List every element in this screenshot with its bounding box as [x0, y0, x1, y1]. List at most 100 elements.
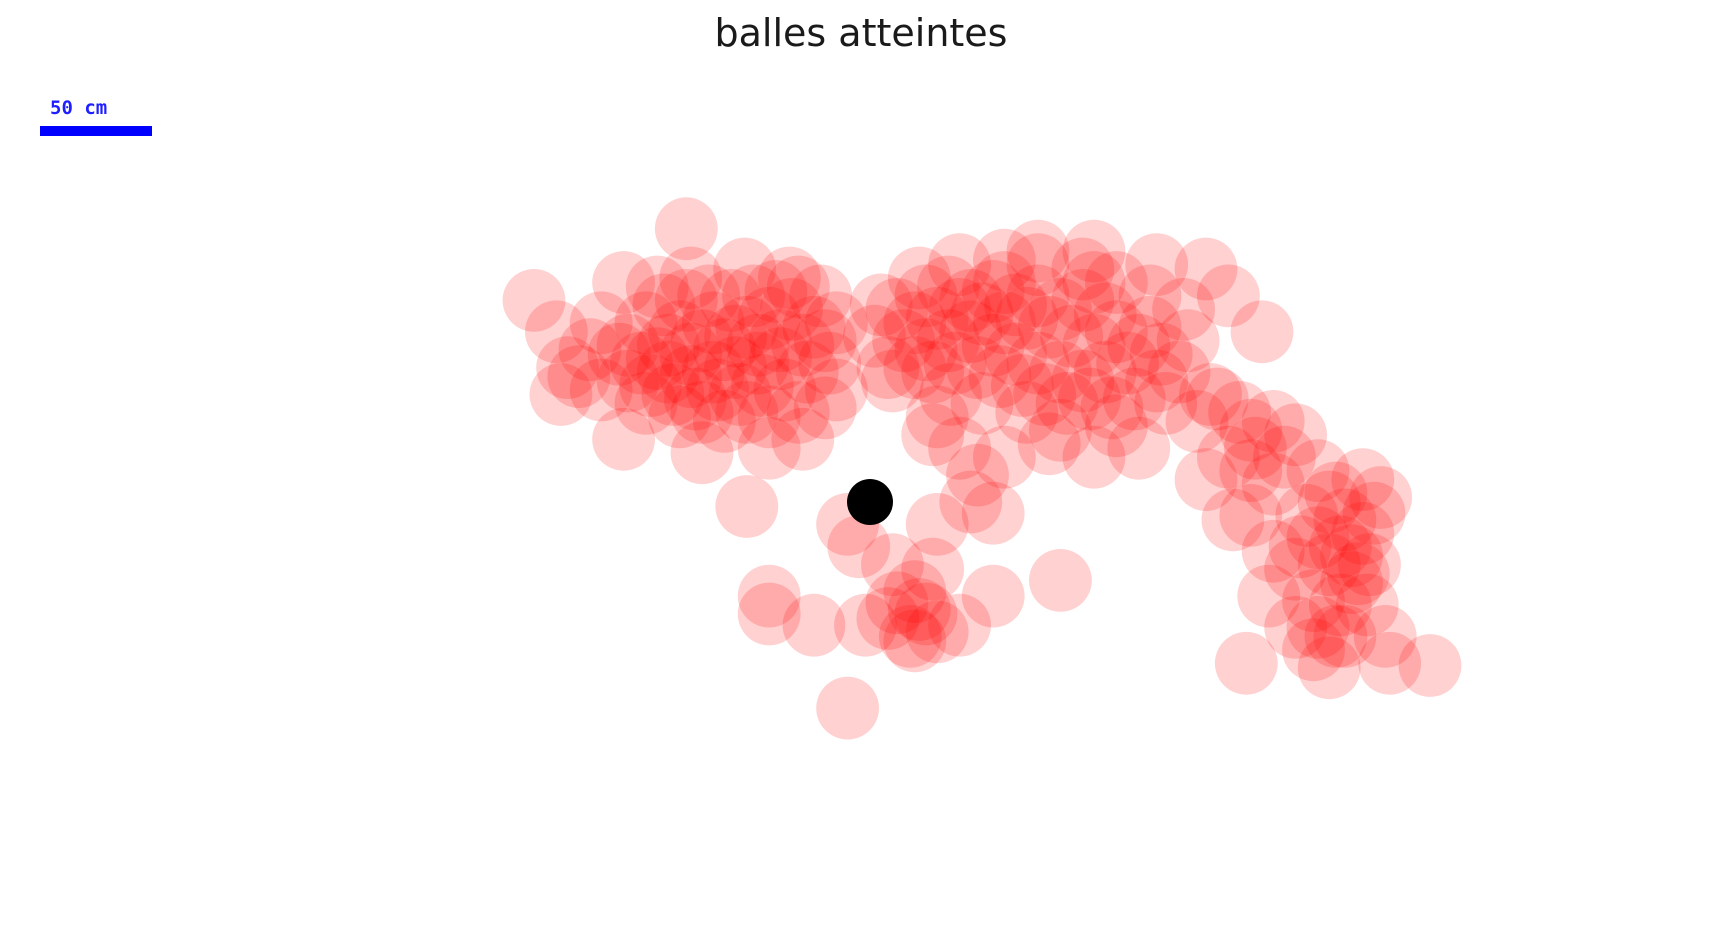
ball-point-0-33	[614, 291, 678, 355]
target-layer	[847, 479, 893, 525]
ball-point-0-200	[782, 593, 846, 657]
ball-point-0-97	[984, 322, 1047, 386]
ball-point-0-12	[625, 327, 689, 390]
ball-point-0-122	[1147, 340, 1211, 404]
ball-point-0-99	[1029, 340, 1092, 404]
ball-point-0-172	[1320, 524, 1383, 588]
ball-point-0-65	[758, 246, 821, 310]
ball-point-0-16	[704, 336, 767, 399]
ball-point-0-77	[1006, 264, 1070, 328]
ball-point-0-162	[1241, 452, 1305, 516]
ball-point-0-114	[946, 336, 1009, 399]
ball-point-0-161	[1219, 439, 1283, 502]
ball-point-0-81	[1085, 300, 1148, 364]
ball-point-0-188	[1219, 484, 1283, 547]
ball-point-0-136	[950, 372, 1014, 435]
ball-point-0-23	[775, 340, 839, 404]
ball-point-0-130	[928, 233, 991, 296]
ball-point-0-178	[1342, 481, 1406, 545]
ball-point-0-71	[529, 363, 593, 426]
ball-point-0-128	[1006, 233, 1070, 296]
ball-point-0-93	[894, 318, 958, 382]
ball-point-0-47	[715, 381, 779, 444]
ball-point-0-121	[1134, 372, 1198, 435]
ball-point-0-94	[917, 309, 980, 373]
ball-point-0-15	[681, 340, 745, 404]
ball-point-0-205	[861, 533, 924, 597]
ball-point-0-76	[984, 273, 1047, 337]
ball-point-0-28	[663, 367, 727, 431]
ball-point-0-80	[1073, 282, 1137, 346]
ball-point-0-190	[1237, 564, 1301, 628]
ball-point-0-142	[928, 416, 991, 480]
ball-point-0-48	[693, 390, 756, 453]
ball-point-0-165	[1286, 439, 1350, 502]
ball-point-0-24	[753, 358, 817, 422]
ball-point-0-96	[961, 313, 1025, 377]
ball-point-0-209	[905, 600, 969, 664]
ball-point-0-164	[1197, 425, 1260, 489]
ball-point-0-202	[715, 475, 779, 538]
ball-point-0-0	[715, 295, 779, 359]
ball-point-0-6	[693, 318, 756, 382]
ball-point-0-13	[637, 340, 700, 404]
ball-point-0-139	[1107, 416, 1171, 480]
ball-point-0-42	[798, 331, 862, 395]
ball-point-0-212	[856, 587, 920, 650]
ball-point-0-155	[1208, 381, 1271, 444]
ball-point-0-49	[670, 381, 734, 444]
ball-point-0-74	[939, 269, 1003, 332]
ball-point-0-141	[1017, 412, 1081, 476]
chart-title: balles atteintes	[714, 11, 1008, 55]
ball-point-0-107	[1102, 367, 1166, 431]
ball-point-0-32	[596, 313, 660, 377]
ball-point-0-220	[905, 493, 969, 556]
ball-point-0-58	[536, 336, 599, 399]
ball-point-0-35	[654, 269, 718, 332]
ball-point-0-55	[569, 291, 633, 355]
ball-point-0-73	[917, 255, 980, 319]
ball-point-0-198	[1331, 448, 1395, 511]
scale-bar-line	[40, 126, 152, 136]
ball-point-0-137	[1165, 390, 1229, 453]
ball-point-0-173	[1313, 488, 1377, 552]
ball-point-0-189	[1201, 488, 1265, 552]
ball-point-0-3	[749, 309, 812, 373]
ball-point-0-8	[670, 309, 734, 373]
ball-point-0-184	[1286, 596, 1350, 659]
ball-point-0-64	[713, 237, 776, 301]
ball-point-0-225	[901, 537, 965, 601]
ball-point-0-215	[1029, 549, 1092, 612]
ball-point-0-185	[1282, 618, 1345, 682]
ball-point-0-159	[1253, 425, 1316, 489]
ball-point-0-153	[1230, 300, 1294, 364]
ball-point-0-127	[1051, 237, 1115, 301]
ball-point-0-7	[681, 291, 745, 355]
ball-point-0-38	[722, 264, 785, 328]
ball-point-0-39	[744, 260, 808, 323]
ball-point-0-78	[1029, 278, 1092, 341]
ball-point-0-158	[1223, 416, 1287, 480]
ball-point-0-144	[901, 403, 965, 467]
ball-point-0-218	[946, 443, 1009, 507]
ball-point-0-91	[865, 278, 929, 341]
ball-point-0-36	[677, 264, 741, 328]
ball-point-0-157	[1241, 390, 1305, 453]
ball-point-0-57	[547, 345, 611, 408]
ball-point-0-1	[737, 286, 801, 350]
ball-point-0-17	[726, 331, 790, 395]
ball-point-0-167	[1286, 506, 1350, 570]
target-marker	[847, 479, 893, 525]
ball-point-0-106	[1125, 349, 1189, 413]
ball-point-0-156	[1219, 398, 1283, 462]
ball-point-0-5	[704, 304, 767, 368]
ball-point-0-148	[1174, 237, 1238, 301]
ball-point-0-214	[961, 564, 1025, 628]
ball-point-0-174	[1304, 461, 1368, 525]
ball-point-0-18	[749, 327, 812, 390]
ball-point-0-134	[856, 336, 920, 399]
ball-point-0-118	[995, 381, 1059, 444]
ball-point-0-135	[919, 363, 982, 426]
ball-point-0-207	[894, 582, 958, 646]
